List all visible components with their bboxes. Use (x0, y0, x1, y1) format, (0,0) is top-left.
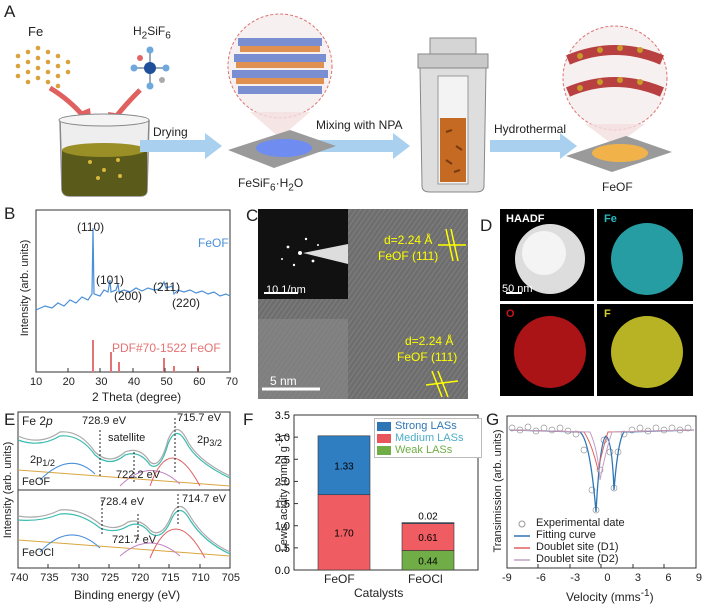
eds-scale-label: 50 nm (502, 283, 533, 295)
fesif6-label: FeSiF6·H2O (238, 176, 304, 194)
fe-label: Fe (28, 24, 44, 39)
fesif6-crystal-icon (227, 13, 336, 168)
f-ytick-label: 2.5 (275, 454, 290, 466)
g-legend-exp: Experimental date (536, 517, 625, 529)
f-bar-value-label: 0.61 (418, 533, 438, 544)
saed-scale-bar-label: 10 1/nm (266, 284, 306, 296)
f-cat-feocl: FeOCl (408, 572, 443, 586)
xrd-legend: FeOF (198, 236, 229, 250)
f-bar-value-label: 0.44 (418, 556, 438, 567)
haadf-image (500, 209, 594, 301)
xps-top-peak-3: 722.2 eV (116, 469, 161, 481)
f-bar-value-label: 1.33 (334, 461, 354, 472)
feof-crystal-icon (562, 25, 672, 172)
panel-a-scheme (15, 13, 672, 197)
f-ytick-label: 0.5 (275, 543, 290, 555)
xps-xlabel: Binding energy (eV) (74, 588, 181, 602)
xps-satellite: satellite (108, 432, 146, 444)
xrd-peak-220: (220) (172, 296, 201, 310)
panel-g-label: G (486, 410, 500, 429)
panel-e-label: E (4, 410, 16, 429)
d-spacing-1: d=2.24 Å (384, 233, 433, 247)
g-legend-d1: Doublet site (D1) (536, 541, 619, 553)
f-ytick-label: 2.0 (275, 476, 290, 488)
panel-f-label: F (243, 410, 254, 429)
g-xlabel: Velocity (mms-1) (566, 588, 654, 604)
panel-d-label: D (480, 216, 493, 235)
g-legend-d2: Doublet site (D2) (536, 553, 619, 565)
xps-top-peak-2: 715.7 eV (177, 412, 222, 424)
xps-2p32: 2p3/2 (197, 434, 222, 449)
xps-2p12: 2p1/2 (30, 454, 55, 469)
step-mixing: Mixing with NPA (316, 118, 403, 132)
hrtem-image (258, 209, 468, 399)
f-ytick-label: 1.5 (275, 499, 290, 511)
feof-product-label: FeOF (602, 180, 633, 194)
f-legend-strong: Strong LASs (377, 420, 479, 432)
acid-label: H2SiF6 (133, 24, 171, 42)
xrd-peak-211: (211) (153, 280, 181, 294)
xrd-xlabel: 2 Theta (degree) (92, 390, 182, 404)
f-bar-segment (401, 523, 455, 551)
xps-top-name: FeOF (22, 476, 51, 488)
xps-title: Fe 2p (22, 414, 53, 428)
f-legend-weak: Weak LASs (377, 444, 479, 456)
autoclave-icon (417, 37, 489, 193)
f-map (597, 304, 693, 396)
xps-bot-name: FeOCl (22, 547, 54, 559)
xrd-peak-110: (110) (77, 220, 105, 234)
g-xticks: -9 -6 -3 0 3 6 9 (502, 572, 702, 584)
f-xlabel: Catalysts (354, 586, 404, 600)
f-legend-medium: Medium LASs (377, 432, 479, 444)
f-ytick-label: 0.0 (275, 565, 290, 577)
beaker-icon (58, 113, 150, 197)
plane-1: FeOF (111) (378, 249, 439, 263)
o-map-label: O (506, 308, 515, 320)
f-cat-feof: FeOF (324, 572, 355, 586)
panel-b-label: B (4, 204, 16, 223)
xrd-peak-200: (200) (114, 289, 143, 303)
fe-map (597, 209, 693, 301)
f-bar-segment (317, 494, 371, 571)
xps-top-peak-1: 728.9 eV (82, 415, 127, 427)
panel-c-label: C (246, 206, 259, 225)
f-ytick-label: 3.0 (275, 432, 290, 444)
panel-a-label: A (4, 2, 16, 21)
xrd-reference: PDF#70-1522 FeOF (112, 341, 221, 355)
f-map-label: F (604, 308, 611, 320)
haadf-label: HAADF (506, 213, 545, 225)
xrd-xticks: 10 20 30 40 50 60 70 (30, 376, 238, 388)
f-bar-value-label: 1.70 (334, 528, 354, 539)
fe-map-label: Fe (604, 213, 617, 225)
plane-2: FeOF (111) (397, 350, 458, 364)
g-legend-fit: Fitting curve (536, 529, 596, 541)
step-drying: Drying (153, 125, 188, 139)
f-ytick-label: 3.5 (275, 410, 290, 422)
f-bar-value-label: 0.02 (418, 512, 438, 523)
hrtem-scale-bar-label: 5 nm (270, 374, 297, 388)
d-spacing-2: d=2.24 Å (405, 334, 454, 348)
xps-xticks: 740 735 730 725 720 715 710 705 (10, 572, 240, 584)
xps-bot-peak-3: 721.7 eV (112, 534, 157, 546)
xps-bot-peak-1: 728.4 eV (100, 496, 145, 508)
g-ylabel: Transimission (arb. units) (492, 429, 504, 553)
xrd-peak-101: (101) (96, 273, 125, 287)
step-hydrothermal: Hydrothermal (494, 122, 567, 136)
f-ytick-label: 1.0 (275, 521, 290, 533)
f-bar-segment (317, 435, 371, 496)
xps-bot-peak-2: 714.7 eV (182, 493, 227, 505)
o-map (500, 304, 594, 396)
f-bar-segment (401, 522, 455, 524)
f-legend: Strong LASs Medium LASs Weak LASs (374, 418, 482, 458)
fe-lattice-icon (15, 45, 71, 89)
h2sif6-molecule-icon (130, 46, 170, 90)
